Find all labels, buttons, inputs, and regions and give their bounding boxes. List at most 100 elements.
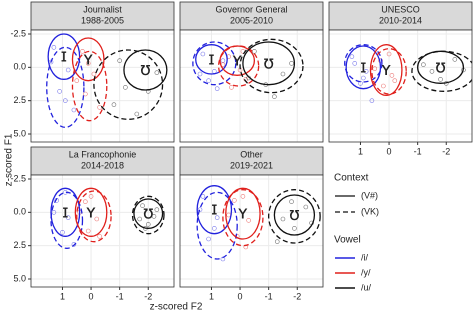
point (85, 228, 91, 234)
point (94, 216, 100, 222)
vowel-glyph: ʊ (435, 56, 446, 77)
point (240, 194, 246, 199)
point (137, 216, 142, 222)
point (303, 204, 309, 210)
legend-label: /y/ (361, 267, 371, 277)
ellipse (217, 45, 260, 87)
strip (179, 1, 324, 31)
ellipse (411, 50, 472, 92)
legend-title: Vowel (334, 235, 361, 246)
strip (30, 146, 175, 176)
panel-title: Governor General (215, 4, 287, 14)
point (200, 194, 206, 199)
ellipse (417, 50, 465, 84)
point (117, 58, 122, 63)
vowel-glyph: ʊ (140, 59, 151, 80)
legend-label: /i/ (361, 252, 369, 262)
vowel-glyph: ɪ (360, 56, 367, 77)
point (386, 51, 392, 57)
legend-title: Context (334, 173, 369, 184)
panel-title: 2005-2010 (230, 15, 273, 25)
panel-border (30, 29, 175, 143)
ellipse (93, 49, 164, 120)
point (214, 86, 220, 91)
point (74, 78, 80, 83)
point (381, 83, 386, 89)
point (200, 51, 206, 57)
ellipse (371, 48, 407, 95)
y-tick-label: 2.5 (13, 240, 26, 250)
vowel-glyph: ʊ (289, 204, 300, 225)
point (429, 69, 435, 74)
ellipse (123, 49, 168, 91)
point (361, 75, 366, 81)
ellipse (133, 198, 164, 229)
point (363, 69, 369, 74)
ellipse (46, 46, 85, 128)
point (392, 78, 398, 83)
point (232, 198, 237, 203)
point (63, 98, 68, 103)
x-tick-label: -1 (265, 291, 273, 301)
panel-bg (180, 175, 323, 287)
x-tick-label: 0 (89, 291, 94, 301)
panel-title: Journalist (83, 4, 122, 14)
vowel-glyph: ʏ (237, 203, 248, 224)
x-tick-label: 1 (60, 291, 65, 301)
ellipse (131, 195, 165, 235)
ellipse (50, 191, 84, 249)
ellipse (196, 185, 233, 235)
point (274, 239, 280, 244)
ellipse (71, 50, 108, 122)
point (91, 71, 97, 77)
panel-border (179, 29, 324, 143)
panel-title: 2010-2014 (379, 15, 422, 25)
x-tick-label: -1 (414, 146, 422, 156)
legend-label: (VK) (361, 206, 379, 216)
panel-border (179, 174, 324, 288)
point (421, 62, 426, 67)
point (123, 85, 128, 90)
x-tick-label: -2 (442, 146, 450, 156)
point (57, 89, 62, 94)
point (438, 77, 443, 82)
vowel-glyph: ʏ (83, 48, 94, 69)
strip (328, 1, 473, 31)
point (51, 45, 57, 50)
vowel-glyph: ʏ (232, 50, 243, 71)
ellipse (47, 33, 81, 80)
point (372, 66, 378, 71)
y-tick-label: 0.0 (13, 207, 26, 217)
point (80, 49, 85, 54)
x-tick-label: 1 (358, 146, 363, 156)
point (452, 57, 458, 62)
ellipse (369, 44, 403, 96)
vowel-glyph: ʏ (86, 201, 97, 222)
point (65, 215, 71, 220)
y-tick-label: 2.5 (13, 95, 26, 105)
panel-title: 2019-2021 (230, 160, 273, 170)
panel-border (30, 174, 175, 288)
vowel-glyph: ɪ (208, 48, 215, 69)
x-tick-label: -2 (293, 291, 301, 301)
panel-bg (31, 30, 174, 142)
ellipse (192, 41, 237, 86)
point (140, 203, 145, 208)
vowel-glyph: ɪ (62, 201, 69, 222)
point (134, 111, 140, 117)
point (145, 222, 151, 227)
panel-border (328, 29, 473, 143)
point (389, 73, 395, 78)
point (246, 218, 251, 223)
point (212, 226, 217, 231)
point (83, 199, 88, 204)
vowel-glyph: ʊ (143, 203, 154, 224)
point (280, 71, 286, 77)
point (65, 67, 71, 73)
x-tick-label: -1 (116, 291, 124, 301)
y-tick-label: -2.5 (10, 28, 26, 38)
point (197, 207, 203, 212)
